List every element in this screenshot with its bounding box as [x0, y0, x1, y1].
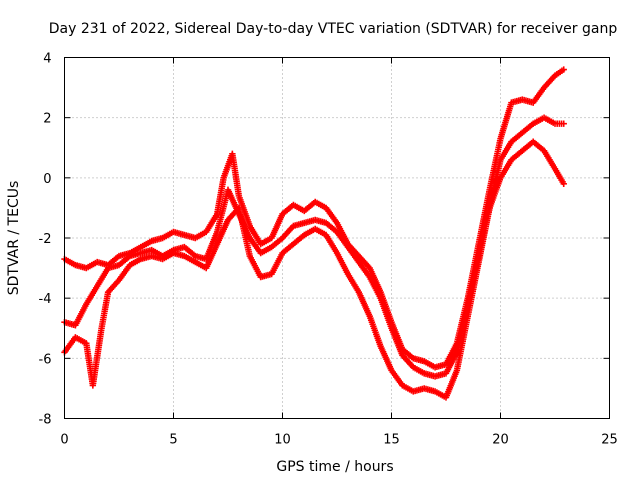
grid — [64, 57, 610, 419]
series-track-a — [61, 66, 567, 371]
axis-ticks: 0 5 10 15 20 25 -8 -6 -4 -2 0 2 4 — [39, 52, 618, 448]
y-tick-label: 2 — [43, 112, 51, 127]
y-tick-label: -6 — [39, 352, 52, 367]
series-track-b — [61, 114, 567, 380]
data-point — [560, 66, 567, 73]
x-tick-label: 5 — [169, 433, 177, 448]
data-point — [560, 120, 567, 127]
data-marks — [61, 66, 567, 401]
y-axis-label: SDTVAR / TECUs — [6, 181, 22, 296]
chart-title: Day 231 of 2022, Sidereal Day-to-day VTE… — [49, 21, 618, 37]
x-tick-label: 20 — [492, 433, 509, 448]
series-track-c — [61, 138, 567, 401]
x-tick-label: 15 — [383, 433, 400, 448]
y-tick-label: -4 — [39, 292, 52, 307]
y-tick-label: -8 — [39, 413, 52, 428]
y-tick-label: -2 — [39, 232, 52, 247]
y-tick-label: 4 — [43, 52, 51, 67]
x-tick-label: 0 — [60, 433, 68, 448]
x-axis-label: GPS time / hours — [276, 459, 393, 475]
data-point — [560, 180, 567, 188]
x-tick-label: 25 — [601, 433, 618, 448]
y-tick-label: 0 — [43, 172, 51, 187]
x-tick-label: 10 — [274, 433, 291, 448]
